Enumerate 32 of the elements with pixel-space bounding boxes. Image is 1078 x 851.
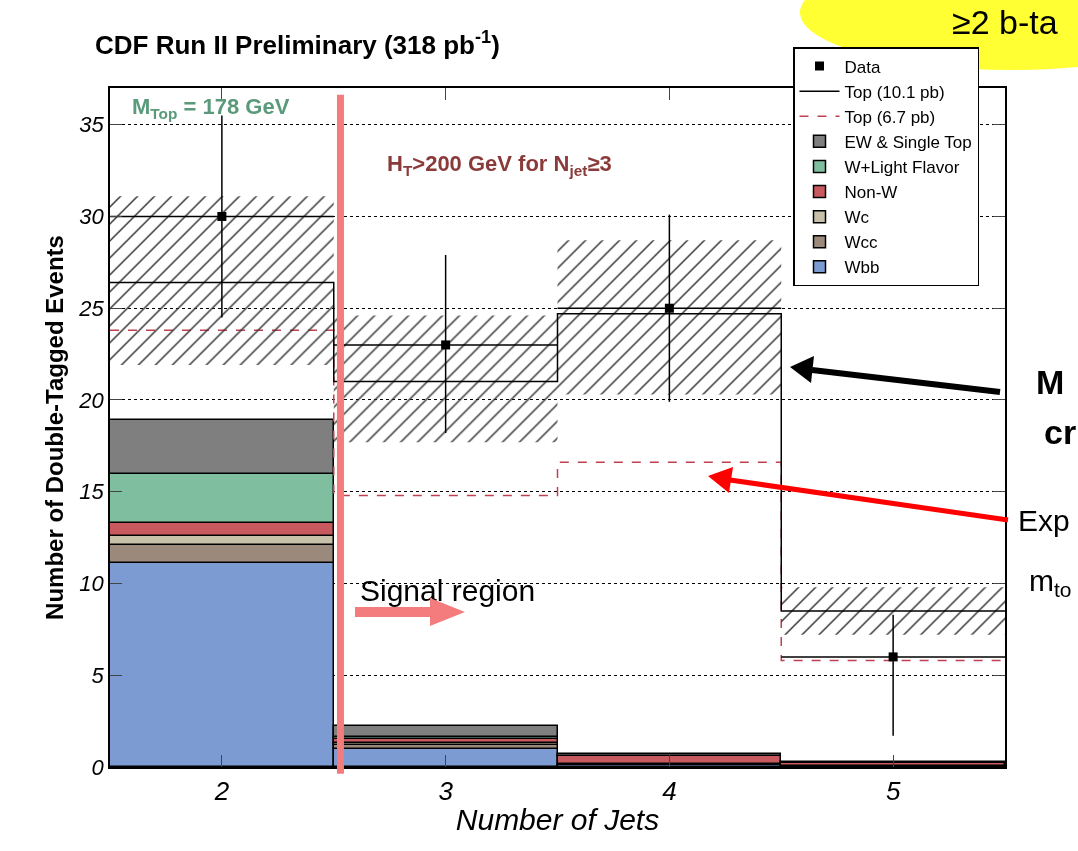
x-tick-label: 4 [662,775,677,806]
text: cr [1044,413,1077,451]
text: m$_{to}$ [1029,564,1072,602]
y-tick-label: 35 [79,112,105,138]
legend-label: Top (10.1 pb) [844,82,945,102]
text: M [1036,363,1065,401]
legend-label: Top (6.7 pb) [844,107,936,127]
y-tick-label: 0 [91,754,105,780]
y-tick-label: 20 [78,387,105,413]
x-axis-title: Number of Jets [455,802,660,836]
legend-label: EW & Single Top [844,132,972,152]
legend-label: Non-W [844,183,898,203]
text: ≥2 b-ta [952,3,1058,41]
legend-label: Wc [844,208,870,228]
x-tick-label: 2 [213,775,230,806]
y-tick-label: 10 [79,571,105,597]
y-axis-title: Number of Double-Tagged Events [40,235,68,620]
legend-label: Data [844,57,881,77]
legend-label: Wbb [844,258,880,278]
x-tick-label: 3 [438,775,454,806]
chart-title: CDF Run II Preliminary (318 pb$^{-1}$) [95,27,500,61]
y-tick-label: 30 [79,204,105,230]
y-tick-label: 15 [79,479,105,505]
x-tick-label: 5 [885,775,901,806]
annotation: H$_{T}$>200 GeV for N$_{jet}$≥3 [387,151,612,179]
y-tick-label: 5 [91,662,105,688]
annotation: M$_{Top}$ = 178 GeV [132,94,290,122]
text: Exp [1018,504,1070,537]
legend-label: Wcc [844,233,879,253]
annotation: Signal region [360,574,536,607]
y-tick-label: 25 [78,295,105,321]
legend-label: W+Light Flavor [844,158,960,178]
